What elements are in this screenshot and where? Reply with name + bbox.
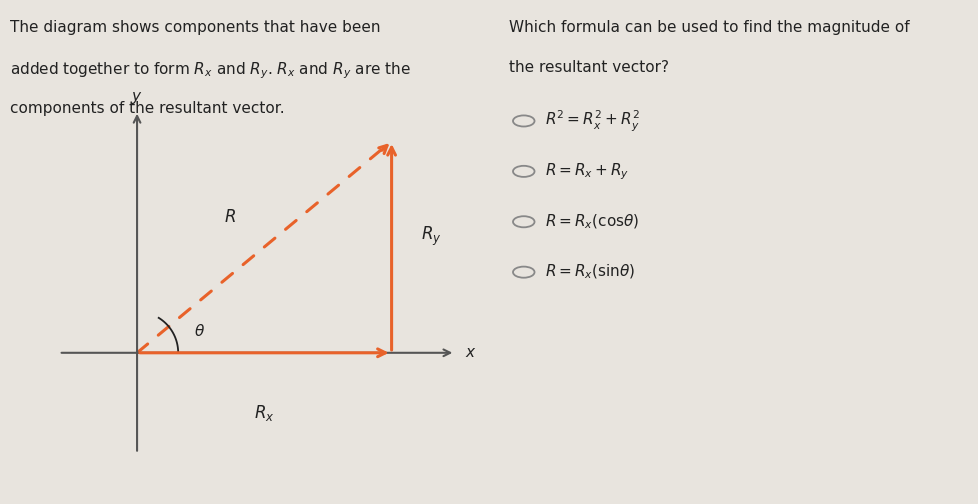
Text: $R^2 = R_x^2 + R_y^2$: $R^2 = R_x^2 + R_y^2$ <box>545 108 640 134</box>
Text: $R_y$: $R_y$ <box>421 225 441 248</box>
Text: $R = R_x(\mathrm{cos}\theta)$: $R = R_x(\mathrm{cos}\theta)$ <box>545 213 639 231</box>
Text: $R = R_x(\mathrm{sin}\theta)$: $R = R_x(\mathrm{sin}\theta)$ <box>545 263 635 281</box>
Text: $R = R_x + R_y$: $R = R_x + R_y$ <box>545 161 629 181</box>
Text: Which formula can be used to find the magnitude of: Which formula can be used to find the ma… <box>509 20 909 35</box>
Text: $x$: $x$ <box>465 345 476 360</box>
Text: components of the resultant vector.: components of the resultant vector. <box>10 101 285 116</box>
Text: $y$: $y$ <box>131 90 143 106</box>
Text: $R$: $R$ <box>224 208 236 226</box>
Text: added together to form $R_x$ and $R_y$. $R_x$ and $R_y$ are the: added together to form $R_x$ and $R_y$. … <box>10 60 410 81</box>
Text: The diagram shows components that have been: The diagram shows components that have b… <box>10 20 379 35</box>
Text: $\theta$: $\theta$ <box>194 323 204 339</box>
Text: $R_x$: $R_x$ <box>254 403 274 423</box>
Text: the resultant vector?: the resultant vector? <box>509 60 668 76</box>
